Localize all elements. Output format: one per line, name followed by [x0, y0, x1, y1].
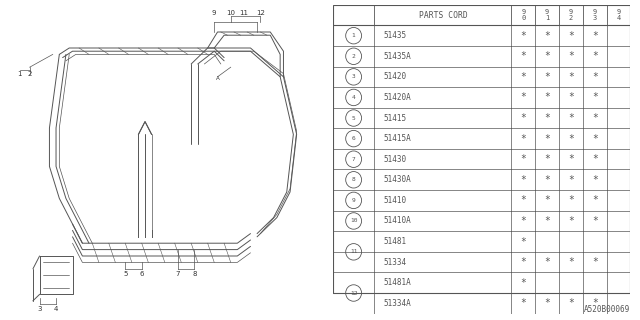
Text: *: * [568, 154, 574, 164]
Text: *: * [568, 257, 574, 267]
Text: 9
0: 9 0 [521, 10, 525, 21]
Text: 9: 9 [352, 198, 355, 203]
Text: A: A [216, 76, 220, 81]
Text: *: * [520, 257, 526, 267]
Text: 8: 8 [192, 271, 196, 276]
Text: 51435: 51435 [383, 31, 406, 40]
Text: *: * [520, 31, 526, 41]
Text: *: * [544, 51, 550, 61]
Text: *: * [544, 113, 550, 123]
Text: *: * [568, 175, 574, 185]
Text: 12: 12 [256, 10, 265, 16]
Text: *: * [568, 216, 574, 226]
Text: *: * [544, 154, 550, 164]
Text: 3: 3 [37, 306, 42, 312]
Text: *: * [544, 257, 550, 267]
Text: *: * [592, 113, 598, 123]
Text: 51334A: 51334A [383, 299, 411, 308]
Text: *: * [520, 278, 526, 288]
Text: *: * [592, 31, 598, 41]
Text: *: * [592, 175, 598, 185]
Text: 6: 6 [140, 271, 144, 276]
Text: *: * [568, 51, 574, 61]
Text: *: * [568, 72, 574, 82]
Text: 51334: 51334 [383, 258, 406, 267]
Text: *: * [520, 216, 526, 226]
Text: *: * [568, 134, 574, 144]
Text: 7: 7 [176, 271, 180, 276]
Text: *: * [544, 175, 550, 185]
Text: 5: 5 [123, 271, 127, 276]
Text: *: * [520, 175, 526, 185]
Text: 10: 10 [350, 219, 357, 223]
Text: 9
2: 9 2 [569, 10, 573, 21]
Text: *: * [544, 216, 550, 226]
Text: 2: 2 [352, 54, 355, 59]
Text: *: * [568, 31, 574, 41]
Text: *: * [544, 72, 550, 82]
Text: *: * [520, 298, 526, 308]
Text: 51415A: 51415A [383, 134, 411, 143]
Text: *: * [544, 196, 550, 205]
Text: *: * [544, 92, 550, 102]
Text: *: * [520, 236, 526, 246]
Text: *: * [568, 113, 574, 123]
Text: *: * [520, 72, 526, 82]
Text: *: * [544, 298, 550, 308]
Text: 51481: 51481 [383, 237, 406, 246]
Text: PARTS CORD: PARTS CORD [419, 11, 467, 20]
Text: *: * [544, 31, 550, 41]
Text: 6: 6 [352, 136, 355, 141]
Text: 11: 11 [239, 10, 248, 16]
Text: *: * [592, 134, 598, 144]
Text: 51430: 51430 [383, 155, 406, 164]
Text: 51435A: 51435A [383, 52, 411, 61]
Text: 1: 1 [17, 71, 22, 76]
Text: *: * [520, 196, 526, 205]
Text: 11: 11 [350, 249, 357, 254]
Text: 10: 10 [226, 10, 236, 16]
Text: *: * [568, 298, 574, 308]
Text: *: * [520, 92, 526, 102]
Text: 51420: 51420 [383, 72, 406, 81]
Text: 4: 4 [352, 95, 355, 100]
Text: *: * [520, 134, 526, 144]
Text: *: * [520, 113, 526, 123]
Text: 8: 8 [352, 177, 355, 182]
Text: 9
4: 9 4 [616, 10, 621, 21]
Text: 9: 9 [212, 10, 216, 16]
Text: *: * [592, 216, 598, 226]
Text: 9
3: 9 3 [593, 10, 597, 21]
Text: *: * [568, 196, 574, 205]
Text: 51481A: 51481A [383, 278, 411, 287]
Text: 5: 5 [352, 116, 355, 121]
Text: A520B00069: A520B00069 [584, 305, 630, 314]
Text: 4: 4 [54, 306, 58, 312]
Text: 51410: 51410 [383, 196, 406, 205]
Text: *: * [520, 51, 526, 61]
Text: *: * [520, 154, 526, 164]
Text: *: * [568, 92, 574, 102]
Text: 3: 3 [352, 74, 355, 79]
Text: 2: 2 [28, 71, 32, 76]
Text: 1: 1 [352, 33, 355, 38]
Text: *: * [592, 92, 598, 102]
Text: 7: 7 [352, 157, 355, 162]
Text: *: * [592, 72, 598, 82]
Text: *: * [592, 51, 598, 61]
Text: 51415: 51415 [383, 114, 406, 123]
Text: *: * [592, 196, 598, 205]
Text: *: * [544, 134, 550, 144]
Text: *: * [592, 298, 598, 308]
Text: 12: 12 [350, 291, 357, 295]
Text: *: * [592, 257, 598, 267]
Text: *: * [592, 154, 598, 164]
Text: 51430A: 51430A [383, 175, 411, 184]
Text: 51410A: 51410A [383, 216, 411, 226]
Text: 51420A: 51420A [383, 93, 411, 102]
Text: 9
1: 9 1 [545, 10, 549, 21]
